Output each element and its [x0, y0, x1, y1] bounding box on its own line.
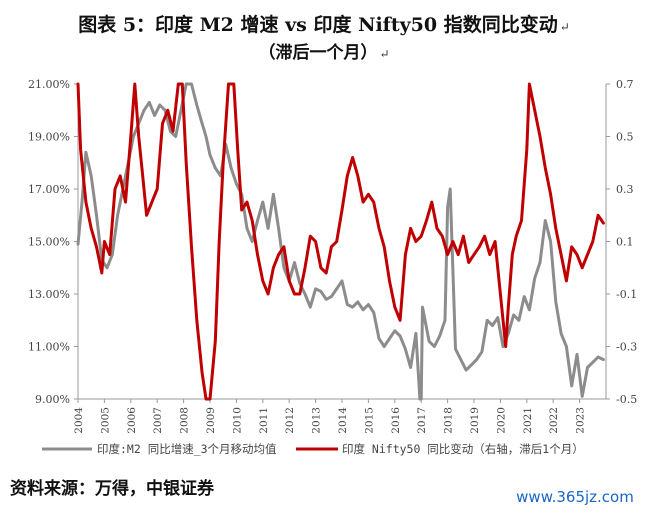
- source-note: 资料来源：万得，中银证券: [10, 479, 214, 499]
- watermark: www.365jz.com: [508, 486, 642, 508]
- x-axis-tick-label: 2016: [390, 407, 402, 434]
- right-axis-tick-label: 0.5: [616, 131, 634, 144]
- chart-subtitle: （滞后一个月） ↵: [0, 38, 648, 63]
- x-axis-tick-label: 2017: [416, 407, 428, 434]
- legend-label-nifty: 印度 Nifty50 同比变动（右轴，滞后1个月）: [342, 442, 584, 456]
- paragraph-mark-icon: ↵: [559, 20, 570, 34]
- x-axis-tick-label: 2014: [337, 407, 349, 434]
- left-axis-tick-label: 21.00%: [28, 78, 70, 91]
- chart-title-text: 图表 5：印度 M2 增速 vs 印度 Nifty50 指数同比变动: [78, 14, 558, 36]
- x-axis-tick-label: 2021: [522, 407, 534, 434]
- legend-label-m2: 印度:M2 同比增速_3个月移动均值: [97, 442, 277, 456]
- x-axis-tick-label: 2019: [469, 407, 481, 434]
- x-axis-tick-label: 2012: [284, 407, 296, 434]
- x-axis-tick-label: 2009: [205, 407, 217, 434]
- x-axis-tick-label: 2020: [495, 407, 507, 434]
- left-axis-tick-label: 11.00%: [28, 341, 70, 354]
- chart-title: 图表 5：印度 M2 增速 vs 印度 Nifty50 指数同比变动 ↵: [0, 10, 648, 37]
- left-axis-tick-label: 15.00%: [28, 236, 70, 249]
- left-axis-tick-label: 13.00%: [28, 288, 70, 301]
- x-axis-tick-label: 2013: [311, 407, 323, 434]
- x-axis-tick-label: 2005: [99, 407, 111, 434]
- x-axis-tick-label: 2023: [575, 407, 587, 434]
- right-axis-tick-label: -0.3: [616, 341, 637, 354]
- chart-axes: 21.00% 19.00% 17.00% 15.00% 13.00% 11.00% 9.00…: [28, 78, 637, 434]
- paragraph-mark-icon: ↵: [379, 47, 390, 61]
- x-axis-tick-label: 2007: [152, 407, 164, 434]
- chart-subtitle-text: （滞后一个月）: [258, 43, 378, 63]
- x-axis-tick-label: 2010: [231, 407, 243, 434]
- chart-series: [76, 82, 605, 401]
- left-axis-tick-label: 17.00%: [28, 183, 70, 196]
- x-axis-tick-label: 2004: [73, 407, 85, 434]
- x-axis-tick-label: 2006: [126, 407, 138, 434]
- x-axis-tick-label: 2018: [443, 407, 455, 434]
- left-axis-tick-label: 9.00%: [35, 393, 70, 406]
- left-axis-tick-label: 19.00%: [28, 131, 70, 144]
- x-axis-tick-label: 2008: [179, 407, 191, 434]
- x-axis-tick-label: 2011: [258, 407, 270, 434]
- right-axis-tick-label: -0.5: [616, 393, 637, 406]
- m2-growth-line: [76, 82, 605, 401]
- x-axis-tick-label: 2022: [548, 407, 560, 434]
- chart-legend: 印度:M2 同比增速_3个月移动均值 印度 Nifty50 同比变动（右轴，滞后1…: [42, 442, 584, 456]
- right-axis-tick-label: 0.7: [616, 78, 634, 91]
- nifty50-yoy-line: [76, 82, 605, 401]
- right-axis-tick-label: -0.1: [616, 288, 637, 301]
- right-axis-tick-label: 0.3: [616, 183, 634, 196]
- x-axis-tick-label: 2015: [363, 407, 375, 434]
- right-axis-tick-label: 0.1: [616, 236, 634, 249]
